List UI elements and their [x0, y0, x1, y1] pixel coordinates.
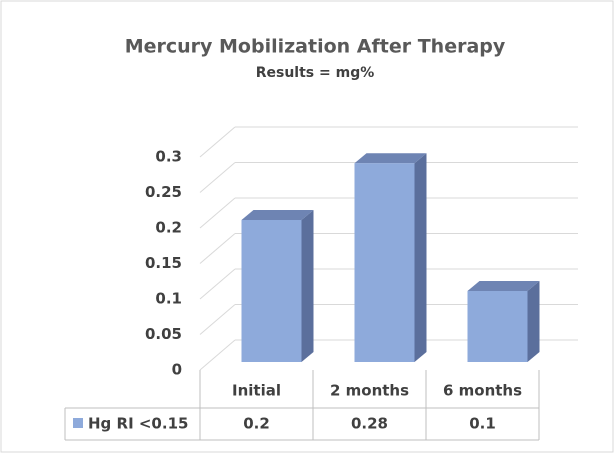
legend-swatch — [73, 418, 83, 428]
grid-line — [199, 268, 236, 300]
y-tick-label: 0.15 — [145, 254, 182, 272]
grid-line — [199, 197, 236, 229]
grid-line — [199, 304, 236, 335]
chart-subtitle: Results = mg% — [256, 65, 375, 81]
x-tick-label: 2 months — [330, 382, 409, 400]
bar — [241, 220, 302, 362]
x-tick-label: 6 months — [443, 382, 522, 400]
bar-top — [467, 281, 540, 291]
y-tick-label: 0 — [172, 361, 182, 379]
y-tick-label: 0.1 — [155, 290, 182, 308]
y-tick-label: 0.2 — [155, 219, 182, 237]
grid-line — [199, 233, 236, 264]
y-tick-label: 0.05 — [145, 325, 182, 343]
table-value: 0.28 — [351, 415, 388, 433]
bar-top — [354, 153, 427, 164]
grid-line — [199, 126, 236, 158]
bar-top — [241, 210, 314, 220]
bar — [354, 163, 415, 362]
y-tick-label: 0.3 — [155, 148, 182, 166]
bar — [467, 291, 528, 362]
table-value: 0.2 — [243, 415, 270, 433]
bar-side — [527, 281, 540, 362]
y-tick-label: 0.25 — [145, 183, 182, 201]
grid-line — [199, 339, 236, 371]
legend-label: Hg RI <0.15 — [88, 415, 188, 433]
grid-line — [199, 162, 236, 193]
table-value: 0.1 — [469, 415, 496, 433]
chart-title: Mercury Mobilization After Therapy — [125, 36, 506, 58]
bar-side — [301, 210, 314, 362]
x-tick-label: Initial — [232, 382, 281, 400]
bar-side — [414, 153, 427, 362]
